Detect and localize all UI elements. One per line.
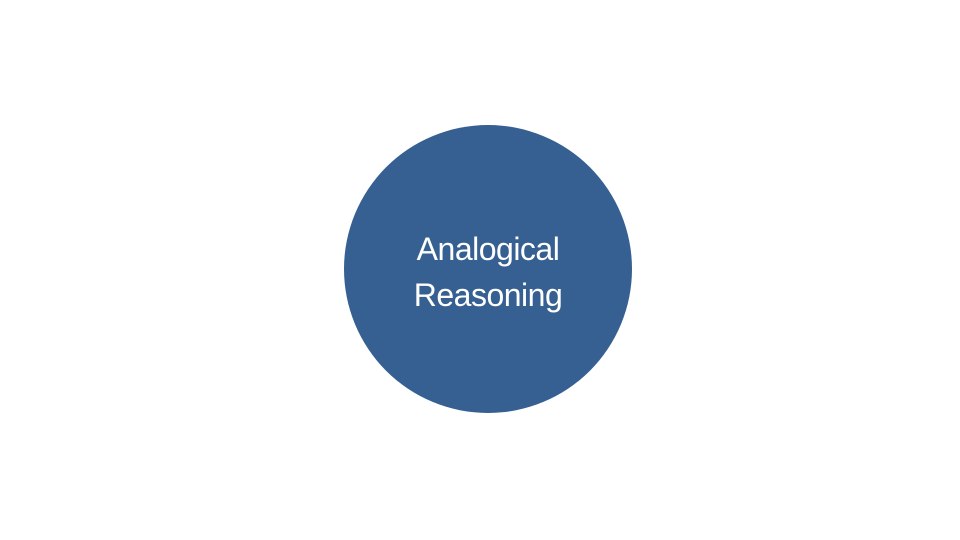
analogical-reasoning-node: Analogical Reasoning — [344, 125, 632, 413]
node-label-line-1: Analogical — [416, 231, 560, 267]
node-label: Analogical Reasoning — [414, 226, 563, 318]
node-label-line-2: Reasoning — [413, 277, 563, 313]
